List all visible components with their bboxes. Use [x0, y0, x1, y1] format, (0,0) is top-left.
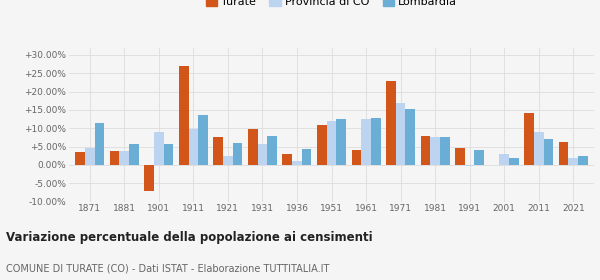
Bar [440, 137, 449, 165]
Bar [499, 154, 509, 165]
Bar [267, 136, 277, 165]
Bar [406, 109, 415, 165]
Bar [534, 132, 544, 165]
Bar [164, 144, 173, 165]
Legend: Turate, Provincia di CO, Lombardia: Turate, Provincia di CO, Lombardia [203, 0, 460, 10]
Bar [544, 139, 553, 165]
Bar [317, 125, 326, 165]
Bar [110, 151, 119, 165]
Bar [326, 121, 337, 165]
Bar [475, 150, 484, 165]
Bar [198, 115, 208, 165]
Bar [509, 158, 519, 165]
Bar [396, 102, 406, 165]
Bar [292, 161, 302, 165]
Text: Variazione percentuale della popolazione ai censimenti: Variazione percentuale della popolazione… [6, 231, 373, 244]
Bar [75, 152, 85, 165]
Bar [188, 129, 198, 165]
Bar [179, 66, 188, 165]
Bar [352, 150, 361, 165]
Bar [223, 156, 233, 165]
Bar [430, 137, 440, 165]
Bar [361, 119, 371, 165]
Bar [578, 156, 588, 165]
Bar [248, 129, 257, 165]
Bar [119, 151, 129, 165]
Bar [144, 165, 154, 191]
Bar [95, 123, 104, 165]
Bar [302, 149, 311, 165]
Bar [233, 143, 242, 165]
Bar [568, 158, 578, 165]
Bar [371, 118, 380, 165]
Bar [559, 142, 568, 165]
Bar [386, 81, 396, 165]
Bar [455, 148, 465, 165]
Bar [257, 144, 267, 165]
Bar [421, 136, 430, 165]
Bar [129, 144, 139, 165]
Bar [283, 154, 292, 165]
Bar [154, 132, 164, 165]
Text: COMUNE DI TURATE (CO) - Dati ISTAT - Elaborazione TUTTITALIA.IT: COMUNE DI TURATE (CO) - Dati ISTAT - Ela… [6, 263, 329, 274]
Bar [85, 148, 95, 165]
Bar [465, 165, 475, 166]
Bar [337, 119, 346, 165]
Bar [214, 137, 223, 165]
Bar [524, 113, 534, 165]
